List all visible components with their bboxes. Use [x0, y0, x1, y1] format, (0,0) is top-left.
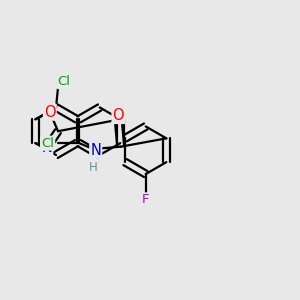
Text: H: H: [89, 161, 98, 174]
Text: Cl: Cl: [41, 136, 54, 150]
Text: N: N: [90, 143, 101, 158]
Text: N: N: [41, 140, 52, 155]
Text: Cl: Cl: [58, 75, 71, 88]
Text: O: O: [44, 105, 56, 120]
Text: O: O: [112, 108, 124, 123]
Text: F: F: [142, 194, 149, 206]
